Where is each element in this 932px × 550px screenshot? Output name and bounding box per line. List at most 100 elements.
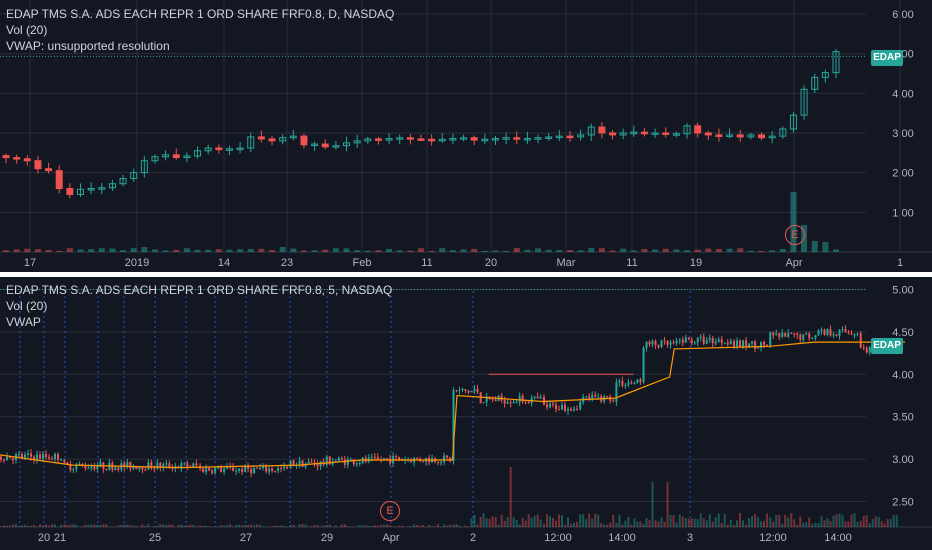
intraday-volume-bar [51, 524, 53, 527]
intraday-candle-body [558, 409, 560, 411]
intraday-candle-body [455, 390, 458, 392]
intraday-volume-bar [470, 518, 473, 527]
intraday-volume-bar [591, 518, 594, 527]
daily-candle-body [311, 143, 319, 147]
intraday-chart-canvas[interactable]: 2.50 3.00 3.50 4.00 4.50 5.00 20 21 25 27 29 Apr 2 12… [0, 277, 932, 550]
intraday-volume-bar [476, 524, 479, 527]
intraday-candle-body [446, 455, 449, 458]
daily-candle-body [694, 125, 702, 134]
intraday-candle-body [241, 468, 244, 472]
daily-time-axis-label: 20 [485, 257, 497, 269]
intraday-symbol-title[interactable]: EDAP TMS S.A. ADS EACH REPR 1 ORD SHARE … [6, 283, 393, 297]
intraday-volume-bar [880, 521, 883, 527]
intraday-price-axis-label: 4.00 [892, 369, 913, 381]
intraday-earnings-marker[interactable]: E [380, 501, 400, 521]
intraday-volume-bar [473, 514, 476, 527]
intraday-volume-bar [259, 524, 262, 527]
intraday-volume-bar [416, 524, 419, 527]
daily-volume-label[interactable]: Vol (20) [6, 23, 48, 37]
intraday-candle-body [784, 332, 787, 337]
daily-volume-bar [662, 248, 669, 252]
intraday-candle-body [117, 467, 120, 470]
daily-candle-body [289, 135, 297, 139]
intraday-volume-bar [567, 517, 569, 527]
daily-candle-body [811, 76, 819, 90]
daily-earnings-marker[interactable]: E [785, 225, 805, 245]
intraday-volume-bar [760, 521, 763, 527]
intraday-candle-body [220, 466, 223, 472]
daily-candle-body [470, 137, 478, 141]
daily-time-axis-label: Mar [557, 257, 576, 269]
intraday-last-price-badge: EDAP [871, 338, 903, 354]
daily-candle-body [460, 137, 468, 140]
intraday-volume-bar [889, 518, 892, 527]
intraday-candle-body [458, 389, 461, 391]
intraday-candle-body [549, 403, 551, 408]
intraday-volume-bar [156, 525, 159, 527]
intraday-candle-body [310, 461, 313, 463]
intraday-candle-body [720, 339, 723, 343]
intraday-volume-bar [533, 515, 536, 527]
intraday-candle-body [663, 340, 666, 342]
intraday-volume-bar [235, 524, 238, 527]
intraday-candle-body [847, 332, 850, 334]
daily-candle-body [140, 160, 148, 174]
daily-volume-bar [715, 248, 722, 252]
intraday-candle-body [838, 329, 841, 336]
intraday-candle-body [702, 336, 705, 344]
intraday-volume-bar [3, 525, 5, 527]
intraday-candle-body [325, 456, 328, 465]
intraday-price-axis-label: 4.50 [892, 327, 913, 339]
intraday-candle-body [503, 400, 506, 404]
daily-candle-body [34, 160, 42, 170]
intraday-volume-bar [310, 526, 313, 527]
intraday-volume-bar [479, 516, 482, 527]
intraday-price-axis-label: 3.00 [892, 454, 913, 466]
intraday-candle-body [714, 341, 717, 344]
intraday-volume-bar [705, 520, 708, 527]
intraday-volume-bar [422, 525, 425, 527]
intraday-volume-bar [48, 525, 50, 527]
intraday-candle-body [564, 404, 566, 411]
intraday-volume-bar [829, 521, 832, 527]
intraday-candle-body [832, 334, 835, 336]
intraday-candle-body [208, 468, 211, 471]
intraday-candle-body [494, 399, 497, 402]
intraday-candle-body [615, 382, 618, 402]
intraday-vwap-label[interactable]: VWAP [6, 315, 41, 329]
intraday-candle-body [42, 454, 44, 459]
intraday-volume-bar [72, 524, 75, 527]
daily-candle-body [789, 114, 797, 130]
intraday-volume-bar [509, 467, 512, 527]
intraday-volume-bar [600, 523, 603, 527]
intraday-candle-body [567, 408, 569, 411]
daily-candle-body [491, 138, 499, 141]
intraday-volume-bar [552, 517, 554, 527]
intraday-volume-label[interactable]: Vol (20) [6, 299, 48, 313]
intraday-candle-body [775, 333, 778, 336]
intraday-volume-bar [868, 523, 871, 527]
intraday-candle-body [340, 458, 343, 460]
intraday-time-axis-label: 14:00 [824, 532, 852, 544]
intraday-volume-bar [87, 524, 90, 527]
intraday-price-axis-label: 5.00 [892, 284, 913, 296]
intraday-volume-bar [313, 525, 316, 527]
daily-chart-pane[interactable]: 1.00 2.00 3.00 4.00 5.00 6.00 17 2019 14 23 Feb 11 2… [0, 0, 932, 272]
intraday-candle-body [81, 463, 84, 465]
daily-candle-body [247, 136, 255, 149]
intraday-candle-body [467, 390, 470, 393]
intraday-candle-body [141, 467, 144, 470]
pane-separator[interactable] [0, 272, 932, 277]
intraday-volume-bar [841, 515, 844, 527]
daily-volume-bar [24, 248, 31, 252]
intraday-volume-bar [488, 518, 491, 527]
daily-candle-body [183, 155, 191, 159]
daily-symbol-title[interactable]: EDAP TMS S.A. ADS EACH REPR 1 ORD SHARE … [6, 7, 395, 21]
intraday-candle-body [811, 338, 814, 340]
intraday-volume-bar [497, 524, 500, 527]
daily-vwap-label[interactable]: VWAP: unsupported resolution [6, 39, 170, 53]
intraday-candle-body [856, 333, 859, 335]
intraday-candle-body [757, 347, 760, 349]
intraday-chart-pane[interactable]: 2.50 3.00 3.50 4.00 4.50 5.00 20 21 25 27 29 Apr 2 12… [0, 277, 932, 550]
